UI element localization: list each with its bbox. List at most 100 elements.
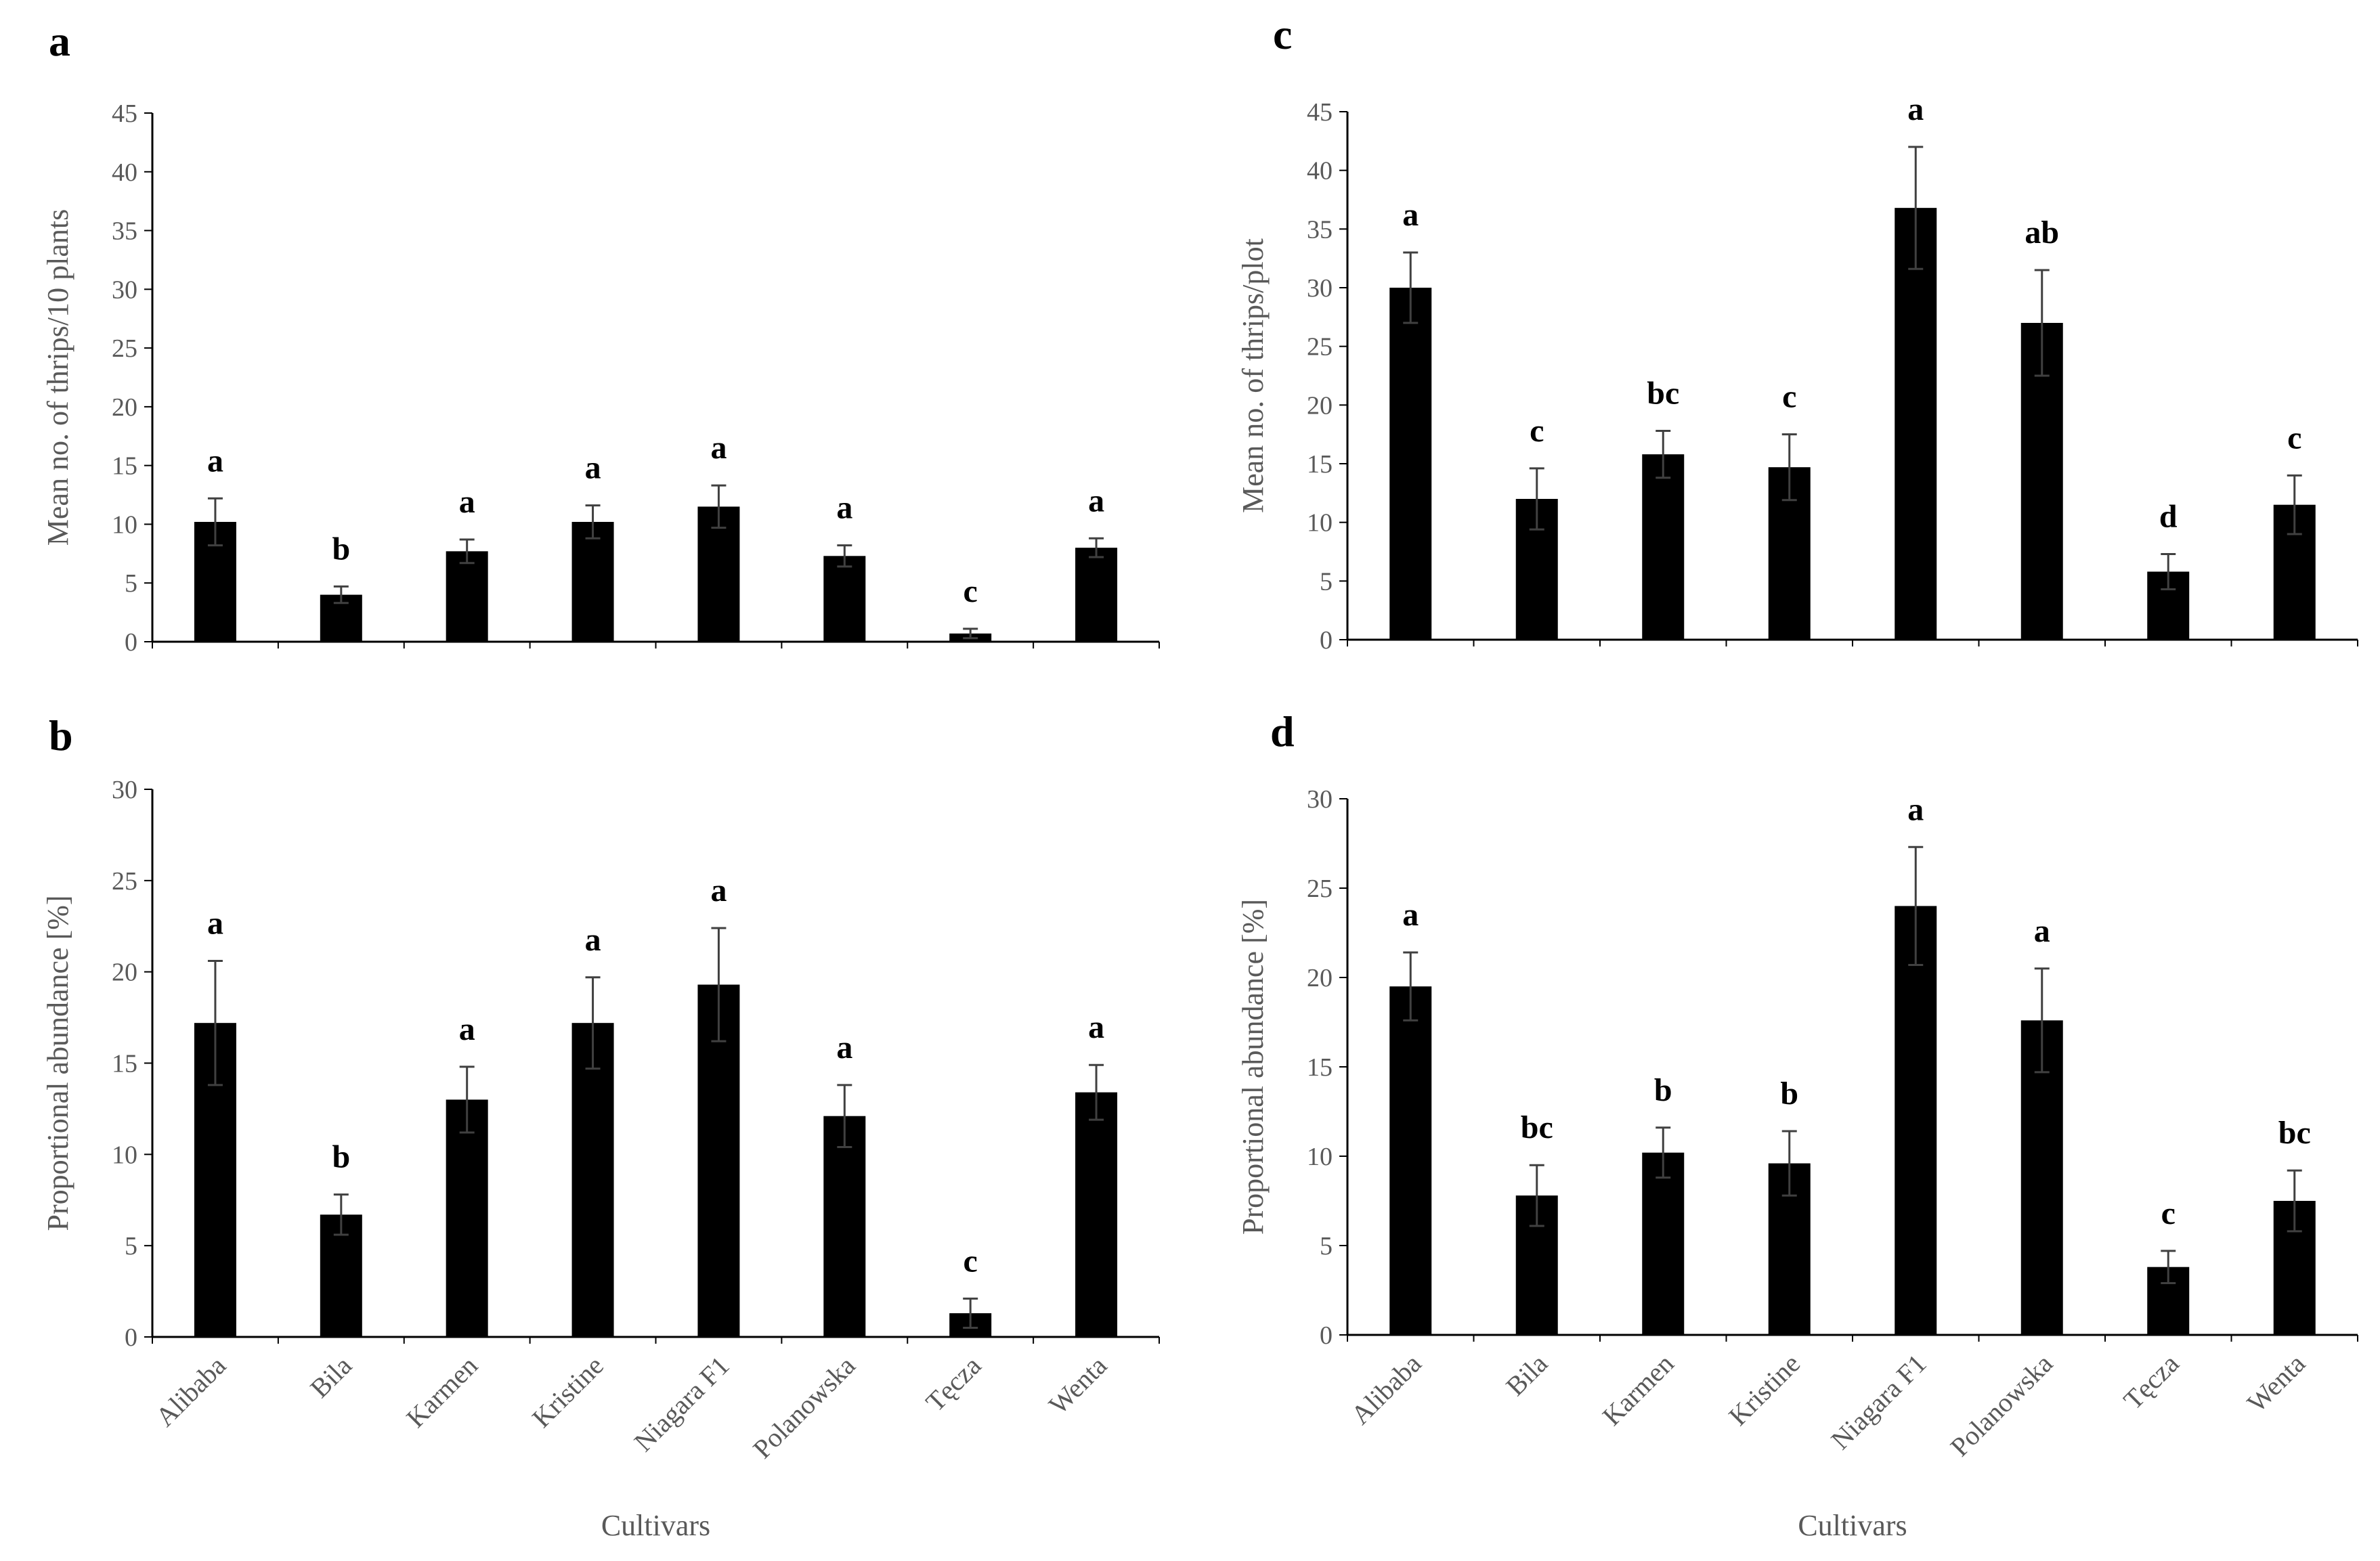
y-tick-label: 5 [1320, 567, 1333, 596]
y-tick-label: 5 [125, 569, 137, 598]
significance-letter: a [1088, 1009, 1104, 1045]
panel-label: c [1273, 10, 1292, 58]
y-tick-label: 15 [112, 452, 137, 481]
x-category-label: Niagara F1 [628, 1350, 735, 1457]
x-category-label: Bila [304, 1350, 358, 1403]
significance-letter: c [1782, 379, 1796, 415]
significance-letter: c [1530, 413, 1544, 449]
bar-karmen [1642, 454, 1685, 640]
y-tick-label: 20 [112, 393, 137, 422]
y-tick-label: 20 [1307, 964, 1333, 992]
bar-niagara-f1 [697, 984, 740, 1337]
significance-letter: d [2159, 498, 2178, 534]
x-category-label: Tęcza [2117, 1348, 2184, 1415]
y-tick-label: 0 [125, 628, 137, 657]
y-tick-label: 30 [1307, 785, 1333, 814]
y-tick-label: 15 [1307, 1053, 1333, 1082]
panel-label: b [49, 711, 73, 760]
y-tick-label: 20 [112, 959, 137, 987]
bar-polanowska [823, 1116, 866, 1337]
y-tick-label: 10 [1307, 1143, 1333, 1171]
x-category-label: Wenta [1043, 1350, 1113, 1420]
y-tick-label: 15 [112, 1050, 137, 1078]
significance-letter: c [964, 573, 978, 609]
y-tick-label: 0 [1320, 626, 1333, 655]
significance-letter: a [710, 430, 727, 466]
significance-letter: a [836, 490, 852, 526]
bar-polanowska [823, 556, 866, 642]
significance-letter: bc [1647, 375, 1679, 411]
y-tick-label: 25 [112, 867, 137, 896]
bar-karmen [446, 1099, 488, 1337]
x-category-label: Niagara F1 [1825, 1348, 1932, 1455]
bar-niagara-f1 [1895, 208, 1937, 640]
significance-letter: a [836, 1030, 852, 1065]
significance-letter: a [1088, 483, 1104, 519]
y-tick-label: 35 [112, 217, 137, 246]
y-tick-label: 25 [112, 334, 137, 363]
x-category-label: Tęcza [919, 1350, 987, 1417]
significance-letter: b [1654, 1072, 1672, 1108]
x-category-label: Karmen [400, 1350, 483, 1434]
significance-letter: a [585, 922, 601, 958]
x-category-label: Wenta [2241, 1348, 2312, 1418]
chart-panel-d: d 0 5 10 15 20 25 30 Proportional abundance [%] a… [1236, 707, 2358, 1542]
chart-panel-b: b 0 5 10 15 20 25 30 Proportional abundance [%] a… [41, 711, 1160, 1542]
bar-kristine [571, 521, 614, 642]
chart-panel-a: a 0 5 10 15 20 25 30 35 40 45 Mean no. of thrips/10… [41, 17, 1160, 657]
x-category-label: Kristine [1723, 1348, 1806, 1432]
y-tick-label: 45 [1307, 98, 1333, 127]
y-axis-label: Proportional abundance [%] [41, 895, 74, 1231]
y-tick-label: 10 [1307, 509, 1333, 537]
x-category-label: Karmen [1597, 1348, 1680, 1432]
panel-label: d [1270, 707, 1295, 755]
x-category-label: Bila [1500, 1348, 1553, 1401]
bar-niagara-f1 [697, 506, 740, 642]
x-axis-title: Cultivars [601, 1509, 710, 1542]
x-category-label: Polanowska [1945, 1348, 2059, 1462]
significance-letter: b [332, 531, 350, 567]
significance-letter: a [585, 450, 601, 486]
significance-letter: a [2034, 913, 2050, 949]
y-tick-label: 5 [125, 1232, 137, 1260]
y-tick-label: 30 [112, 276, 137, 304]
chart-panel-c: c 0 5 10 15 20 25 30 35 40 45 Mean no. of thrips/pl… [1236, 10, 2358, 655]
y-tick-label: 30 [1307, 274, 1333, 303]
y-tick-label: 5 [1320, 1232, 1333, 1260]
y-tick-label: 45 [112, 100, 137, 128]
y-tick-label: 10 [112, 510, 137, 539]
significance-letter: a [459, 1011, 475, 1047]
y-tick-label: 40 [112, 158, 137, 187]
significance-letter: a [459, 484, 475, 520]
bar-karmen [1642, 1152, 1685, 1335]
significance-letter: a [1402, 897, 1419, 933]
bar-karmen [446, 551, 488, 642]
significance-letter: b [332, 1139, 350, 1175]
significance-letter: a [1907, 791, 1924, 827]
significance-letter: ab [2025, 215, 2059, 250]
significance-letter: a [1402, 197, 1419, 233]
y-axis-label: Mean no. of thrips/plot [1236, 238, 1270, 513]
y-tick-label: 40 [1307, 157, 1333, 185]
significance-letter: a [1907, 91, 1924, 127]
y-tick-label: 25 [1307, 875, 1333, 903]
x-category-label: Kristine [526, 1350, 609, 1434]
bar-niagara-f1 [1895, 906, 1937, 1335]
significance-letter: c [2287, 420, 2301, 456]
significance-letter: bc [1521, 1109, 1553, 1145]
y-tick-label: 10 [112, 1141, 137, 1169]
x-axis-title: Cultivars [1798, 1509, 1907, 1542]
bar-wenta [1075, 548, 1118, 642]
panel-label: a [49, 17, 70, 65]
x-category-label: Alibaba [1345, 1348, 1427, 1430]
y-tick-label: 20 [1307, 391, 1333, 420]
significance-letter: bc [2278, 1115, 2311, 1151]
significance-letter: b [1780, 1076, 1798, 1112]
y-axis-label: Mean no. of thrips/10 plants [41, 209, 74, 546]
significance-letter: c [2161, 1195, 2176, 1231]
y-tick-label: 0 [125, 1323, 137, 1352]
y-tick-label: 15 [1307, 450, 1333, 479]
bar-kristine [571, 1023, 614, 1337]
significance-letter: c [964, 1243, 978, 1279]
